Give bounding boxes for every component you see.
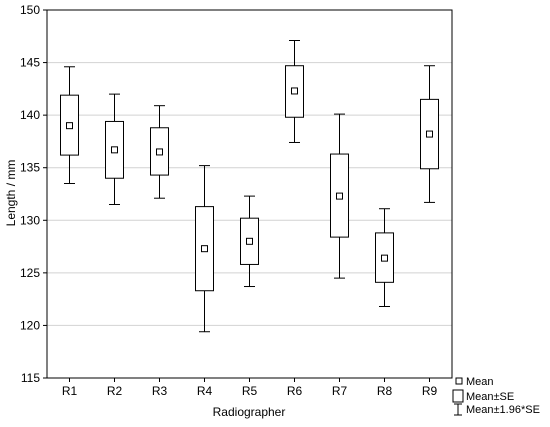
mean-marker: [336, 192, 343, 200]
legend-item-box: Mean±SE: [452, 389, 514, 403]
y-axis-label: Length / mm: [4, 160, 18, 227]
x-tick-label: R6: [287, 384, 303, 398]
plot-frame: [46, 9, 453, 379]
box-group-r1: [60, 66, 79, 184]
y-tick-label: 145: [20, 56, 40, 70]
mean-marker: [291, 87, 298, 95]
data-marks: [60, 39, 439, 333]
x-axis-label: Radiographer: [213, 405, 286, 419]
mean-marker: [201, 245, 208, 253]
box-group-r9: [420, 65, 439, 203]
box-group-r8: [375, 208, 394, 308]
box-group-r3: [150, 105, 169, 199]
y-tick-label: 130: [20, 213, 40, 227]
y-tick-label: 125: [20, 266, 40, 280]
axes: 115 120 125 130 135 140 145 150 R1 R2 R3 R4 R5 R6 R7 R8…: [20, 3, 453, 398]
x-tick-label: R1: [62, 384, 78, 398]
y-tick-label: 150: [20, 3, 40, 17]
mean-marker: [246, 237, 253, 245]
box-group-r2: [105, 93, 124, 206]
box-group-r6: [285, 39, 304, 143]
mean-marker: [156, 148, 163, 156]
x-tick-label: R7: [332, 384, 348, 398]
y-tick-label: 115: [21, 371, 40, 385]
legend-label: Mean±1.96*SE: [466, 404, 540, 416]
x-tick-label: R9: [422, 384, 438, 398]
legend-label: Mean±SE: [466, 391, 514, 403]
x-tick-label: R2: [107, 384, 123, 398]
legend-item-mean-marker: Mean: [455, 376, 494, 388]
box-group-r7: [330, 113, 349, 279]
box-group-r5: [240, 195, 259, 288]
mean-marker: [426, 130, 433, 138]
mean-marker: [111, 146, 118, 154]
box-group-r4: [195, 165, 214, 333]
x-tick-label: R8: [377, 384, 393, 398]
legend-box-icon: [452, 389, 464, 403]
y-tick-label: 135: [20, 161, 40, 175]
x-tick-label: R5: [242, 384, 258, 398]
y-tick-label: 140: [20, 108, 40, 122]
y-tick-label: 120: [20, 318, 40, 332]
legend-label: Mean: [466, 376, 494, 388]
mean-marker: [381, 254, 388, 262]
x-tick-label: R4: [197, 384, 213, 398]
legend-mean-icon: [455, 377, 463, 385]
mean-marker: [66, 122, 73, 130]
x-tick-label: R3: [152, 384, 168, 398]
axis-labels: Radiographer Length / mm: [4, 160, 285, 419]
legend-item-whisker: Mean±1.96*SE: [454, 403, 540, 416]
